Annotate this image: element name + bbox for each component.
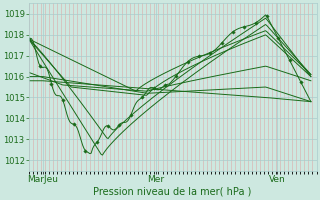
X-axis label: Pression niveau de la mer( hPa ): Pression niveau de la mer( hPa ) xyxy=(93,187,252,197)
